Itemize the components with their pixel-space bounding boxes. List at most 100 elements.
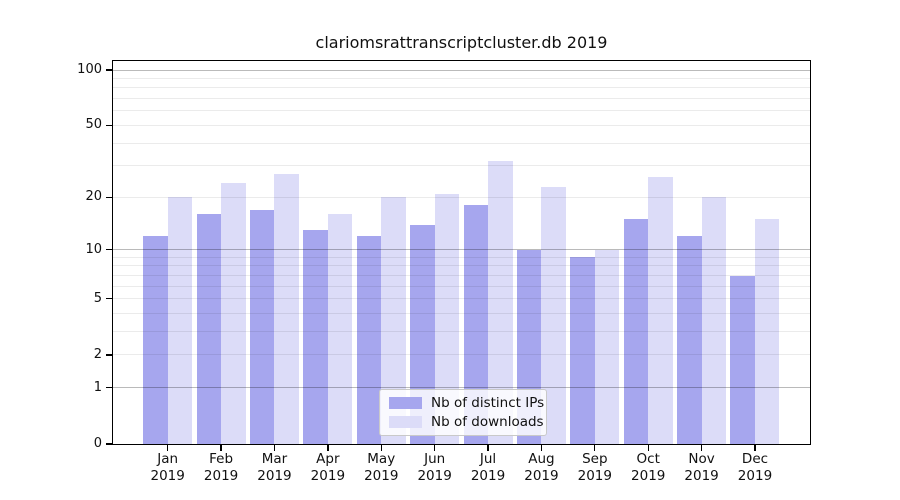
x-tick-year: 2019 (470, 467, 506, 484)
x-tick-may (380, 445, 382, 451)
bar-distinct-ips-dec (730, 275, 755, 444)
bar-distinct-ips-mar (249, 209, 275, 444)
y-tick-label-5: 5 (93, 290, 102, 306)
y-tick-label-20: 20 (85, 189, 102, 205)
gridline-major-100 (113, 69, 810, 71)
y-tick-10 (106, 249, 112, 251)
x-tick-year: 2019 (684, 467, 719, 484)
gridline-minor-20 (113, 196, 810, 198)
y-tick-100 (106, 69, 112, 71)
x-tick-year: 2019 (631, 467, 666, 484)
x-tick-sep (594, 445, 596, 451)
bar-downloads-feb (221, 183, 246, 444)
chart-title: clariomsrattranscriptcluster.db 2019 (315, 33, 608, 52)
x-tick-year: 2019 (524, 467, 559, 484)
gridline-major-10 (113, 249, 810, 251)
bar-distinct-ips-sep (570, 257, 595, 444)
legend-label-distinct-ips: Nb of distinct IPs (431, 395, 545, 411)
x-tick-feb (220, 445, 222, 451)
y-tick-label-1: 1 (93, 379, 102, 395)
y-tick-label-100: 100 (77, 62, 102, 78)
bar-distinct-ips-oct (623, 219, 649, 444)
x-tick-label-jan: Jan 2019 (142, 451, 194, 484)
legend-row-downloads: Nb of downloads (389, 415, 544, 429)
y-tick-0 (106, 443, 112, 445)
gridline-major-1 (113, 387, 810, 389)
x-tick-label-aug: Aug 2019 (515, 451, 567, 484)
y-tick-label-50: 50 (85, 117, 102, 133)
x-tick-label-nov: Nov 2019 (676, 451, 728, 484)
legend-swatch-downloads (389, 416, 422, 428)
x-tick-year: 2019 (203, 467, 239, 484)
x-tick-label-apr: Apr 2019 (302, 451, 354, 484)
x-tick-year: 2019 (310, 467, 346, 484)
bar-distinct-ips-jan (143, 236, 168, 444)
x-tick-aug (540, 445, 543, 451)
x-tick-jul (487, 445, 489, 451)
legend: Nb of distinct IPs Nb of downloads (379, 389, 547, 436)
x-tick-dec (754, 445, 756, 451)
gridline-minor-7 (113, 275, 810, 277)
x-tick-label-jul: Jul 2019 (462, 451, 514, 484)
gridline-minor-90 (113, 78, 810, 80)
gridline-minor-50 (113, 124, 810, 126)
x-tick-label-jun: Jun 2019 (409, 451, 461, 484)
gridline-minor-5 (113, 298, 810, 300)
x-tick-year: 2019 (417, 467, 452, 484)
x-tick-year: 2019 (364, 467, 399, 484)
x-tick-year: 2019 (577, 467, 612, 484)
x-tick-oct (647, 445, 649, 451)
bar-downloads-oct (648, 176, 673, 444)
y-tick-label-0: 0 (93, 436, 102, 451)
bar-distinct-ips-feb (196, 214, 222, 444)
bar-downloads-jan (167, 197, 193, 444)
x-tick-year: 2019 (150, 467, 185, 484)
gridline-minor-30 (113, 165, 810, 167)
x-tick-label-dec: Dec 2019 (729, 451, 781, 484)
bar-downloads-mar (274, 174, 299, 444)
x-tick-jan (167, 445, 169, 451)
y-tick-5 (106, 298, 112, 300)
x-tick-mar (273, 445, 276, 451)
x-tick-label-feb: Feb 2019 (195, 451, 247, 484)
y-tick-20 (106, 196, 112, 198)
gridline-minor-6 (113, 285, 810, 287)
gridline-minor-70 (113, 98, 810, 100)
legend-row-distinct-ips: Nb of distinct IPs (389, 396, 544, 410)
x-tick-label-oct: Oct 2019 (622, 451, 674, 484)
gridline-minor-4 (113, 313, 810, 315)
gridline-minor-40 (113, 142, 810, 144)
y-tick-50 (106, 124, 112, 127)
gridline-minor-3 (113, 331, 810, 333)
x-tick-nov (700, 445, 703, 451)
x-tick-apr (327, 445, 329, 451)
plot-frame (112, 60, 811, 445)
gridline-minor-9 (113, 256, 810, 258)
legend-label-downloads: Nb of downloads (431, 414, 544, 430)
y-tick-2 (106, 354, 112, 356)
y-tick-label-2: 2 (93, 346, 102, 362)
bar-distinct-ips-nov (677, 236, 702, 444)
bar-distinct-ips-may (356, 236, 382, 444)
x-tick-label-sep: Sep 2019 (569, 451, 621, 484)
bar-downloads-dec (754, 219, 780, 444)
bar-downloads-sep (594, 249, 620, 444)
x-tick-jun (434, 445, 436, 451)
bar-downloads-apr (327, 214, 353, 444)
gridline-minor-2 (113, 354, 810, 356)
x-tick-year: 2019 (257, 467, 292, 484)
legend-swatch-distinct-ips (389, 397, 422, 409)
gridline-minor-60 (113, 110, 810, 112)
x-tick-label-mar: Mar 2019 (248, 451, 300, 484)
y-tick-1 (106, 387, 112, 389)
gridline-minor-80 (113, 87, 810, 89)
x-tick-year: 2019 (737, 467, 773, 484)
gridline-minor-8 (113, 265, 810, 267)
bar-downloads-nov (701, 197, 727, 444)
y-tick-label-10: 10 (85, 241, 102, 257)
x-tick-label-may: May 2019 (355, 451, 407, 484)
